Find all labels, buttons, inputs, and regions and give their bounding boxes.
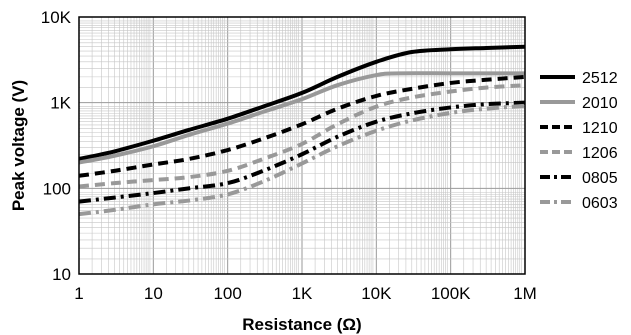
- x-tick-label: 10K: [361, 284, 392, 303]
- x-tick-label: 10: [144, 284, 163, 303]
- y-tick-label: 10K: [41, 8, 72, 27]
- y-axis-label: Peak voltage (V): [9, 80, 28, 211]
- series-line-1210: [78, 74, 526, 178]
- series-line-2010: [78, 71, 525, 165]
- legend: 2512 2010 1210 1206 0805 0603: [540, 70, 618, 212]
- y-tick-label: 10: [52, 265, 71, 284]
- series-line-0603: [78, 103, 526, 217]
- x-tick-label: 1: [74, 284, 83, 303]
- y-tick-label: 100: [43, 179, 71, 198]
- legend-label-2010: 2010: [582, 95, 618, 112]
- series-line-2512: [78, 44, 526, 161]
- legend-label-2512: 2512: [582, 70, 618, 87]
- x-axis-label: Resistance (Ω): [242, 315, 361, 334]
- series-line-1206: [78, 83, 526, 189]
- legend-label-0603: 0603: [582, 195, 618, 212]
- legend-label-0805: 0805: [582, 170, 618, 187]
- x-tick-label: 100: [213, 284, 241, 303]
- y-tick-labels: 10 100 1K 10K: [41, 8, 72, 284]
- series-line-0805: [78, 100, 526, 204]
- x-tick-label: 1M: [513, 284, 537, 303]
- x-tick-label: 1K: [292, 284, 313, 303]
- x-tick-label: 100K: [431, 284, 471, 303]
- plot-frame: [78, 16, 526, 275]
- series-layer: [78, 44, 526, 217]
- x-tick-labels: 1 10 100 1K 10K 100K 1M: [74, 284, 537, 303]
- y-tick-label: 1K: [50, 94, 71, 113]
- legend-label-1210: 1210: [582, 120, 618, 137]
- legend-label-1206: 1206: [582, 145, 618, 162]
